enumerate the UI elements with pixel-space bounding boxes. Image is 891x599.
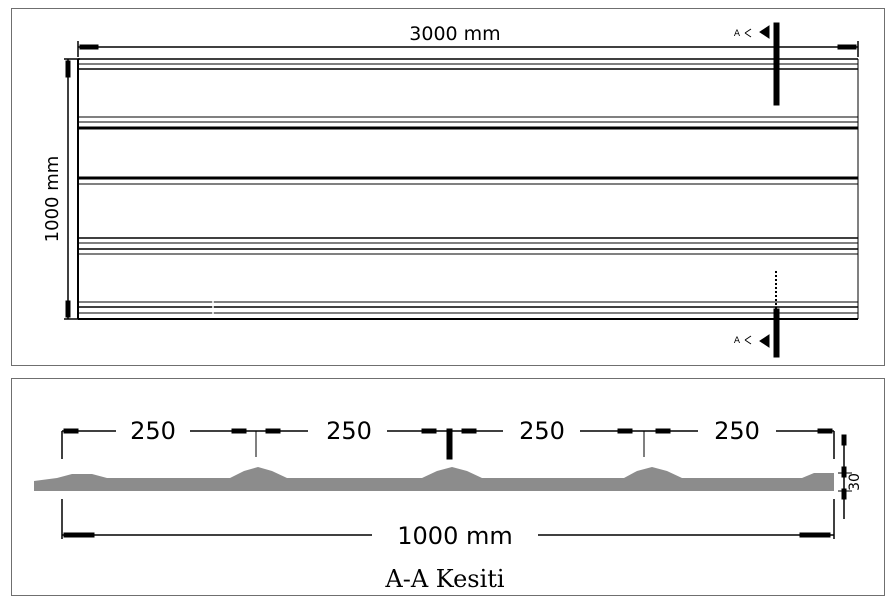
section-view-panel: 250 250 250 250 30 1000 mm A-A — [11, 378, 885, 596]
spacing-label-4: 250 — [714, 417, 760, 445]
section-mark-top: A — [734, 29, 741, 39]
width-dimension — [77, 41, 859, 57]
height-label: 30 — [847, 473, 863, 491]
rib-lines-top-edge — [78, 58, 858, 70]
spacing-label-3: 250 — [519, 417, 565, 445]
section-mark-bottom: A — [734, 336, 741, 346]
rib-lines-bottom-edge — [78, 297, 858, 320]
total-dimension-line — [61, 499, 835, 539]
total-width-label: 1000 mm — [397, 522, 512, 550]
height-label: 1000 mm — [42, 156, 63, 243]
section-cut-bottom — [744, 271, 780, 358]
plan-view-panel: 3000 mm 1000 mm — [11, 8, 885, 366]
height-dimension — [64, 58, 80, 320]
height-dimension — [838, 434, 852, 519]
width-label: 3000 mm — [409, 23, 500, 45]
section-view-drawing: 250 250 250 250 30 1000 mm A-A — [34, 417, 863, 593]
rib-lines-2 — [78, 176, 858, 185]
panel-profile — [34, 467, 834, 491]
rib-lines-1 — [78, 116, 858, 130]
spacing-label-1: 250 — [130, 417, 176, 445]
section-title: A-A Kesiti — [384, 565, 505, 593]
spacing-dimension-line — [61, 428, 835, 460]
spacing-label-2: 250 — [326, 417, 372, 445]
rib-lines-3 — [78, 237, 858, 255]
plan-view-drawing: 3000 mm 1000 mm — [42, 22, 859, 358]
section-cut-top — [744, 22, 780, 106]
panel-outline — [77, 59, 859, 319]
